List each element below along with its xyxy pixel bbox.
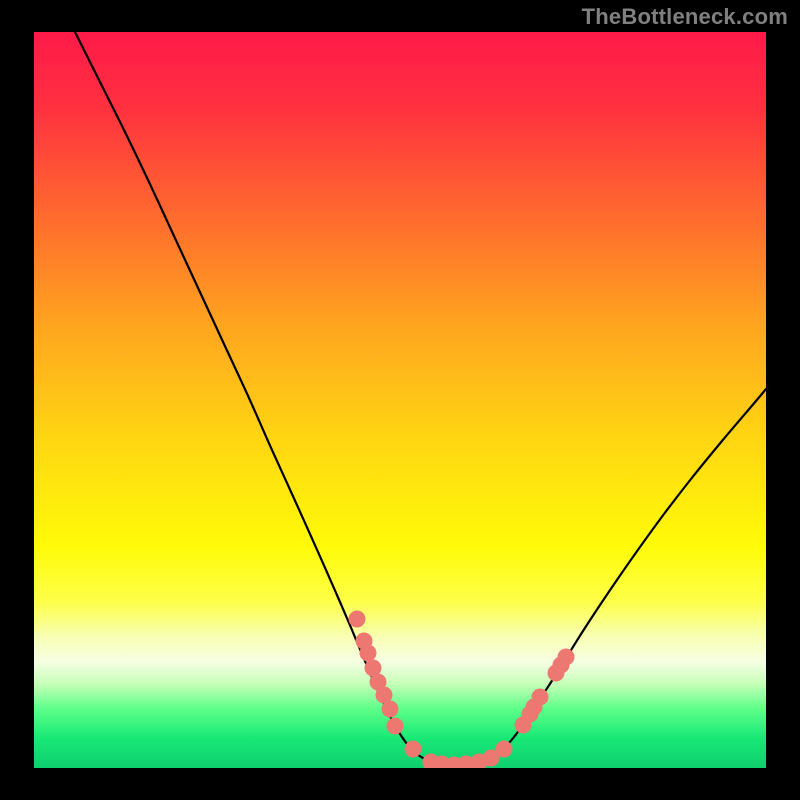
outer-frame: TheBottleneck.com [0, 0, 800, 800]
marker-dot [349, 611, 366, 628]
marker-dot [558, 649, 575, 666]
marker-dot [387, 718, 404, 735]
marker-dot [532, 689, 549, 706]
marker-dot [496, 741, 513, 758]
marker-dot [360, 645, 377, 662]
marker-dot [382, 701, 399, 718]
bottleneck-chart [34, 32, 766, 768]
marker-dot [405, 741, 422, 758]
watermark-text: TheBottleneck.com [582, 4, 788, 30]
gradient-background [34, 32, 766, 768]
